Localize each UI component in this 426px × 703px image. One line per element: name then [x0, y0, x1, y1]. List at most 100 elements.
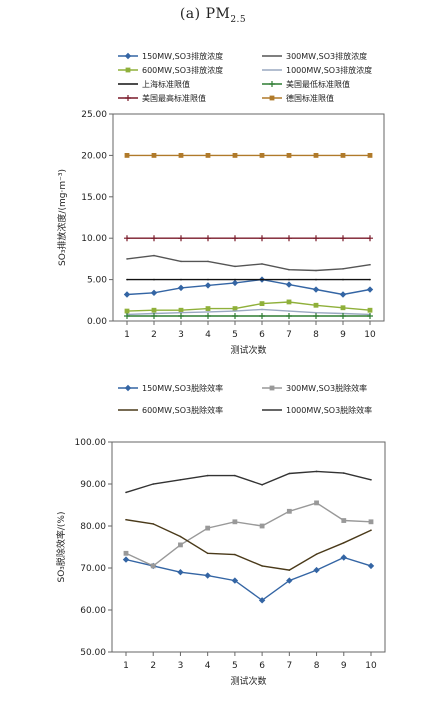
data-point — [367, 562, 375, 570]
data-point — [205, 153, 211, 158]
data-point — [232, 153, 238, 158]
data-point — [151, 313, 157, 320]
series — [126, 254, 371, 272]
data-point — [180, 260, 182, 263]
series-line — [126, 278, 371, 296]
data-point — [123, 550, 129, 556]
data-point — [288, 278, 290, 281]
data-point — [261, 484, 263, 486]
series-line — [125, 556, 372, 602]
data-point — [150, 289, 158, 297]
y-tick-label: 0.00 — [87, 317, 107, 327]
data-point — [259, 523, 265, 529]
legend-label: 美国最低标准限值 — [286, 79, 350, 89]
data-point — [125, 491, 127, 494]
data-point — [340, 554, 347, 561]
series — [124, 153, 373, 158]
data-point — [313, 302, 319, 308]
data-point — [286, 235, 292, 242]
data-point — [124, 313, 130, 320]
x-tick-label: 9 — [341, 661, 347, 671]
data-point — [315, 269, 317, 272]
legend-label: 300MW,SO3脱除效率 — [286, 383, 367, 393]
data-point — [261, 278, 263, 281]
legend-label: 美国最高标准限值 — [142, 93, 206, 103]
legend-marker — [125, 95, 131, 101]
data-point — [206, 474, 209, 477]
legend: 150MW,SO3脱除效率 300MW,SO3脱除效率 600MW,SO3脱除效率 1… — [118, 383, 372, 415]
data-point — [261, 263, 263, 265]
data-point — [259, 235, 265, 242]
data-point — [340, 235, 346, 242]
legend-item: 150MW,SO3排放浓度 — [118, 51, 223, 61]
data-point — [339, 291, 347, 298]
x-tick-label: 2 — [151, 330, 157, 340]
legend-marker — [125, 67, 131, 73]
y-tick-label: 10.00 — [81, 234, 107, 244]
data-point — [312, 286, 320, 293]
legend-label: 300MW,SO3排放浓度 — [286, 51, 367, 61]
y-tick-label: 70.00 — [80, 564, 106, 574]
data-point — [342, 542, 345, 544]
data-point — [124, 235, 130, 242]
legend-label: 150MW,SO3排放浓度 — [142, 51, 223, 61]
data-point — [234, 474, 236, 477]
data-point — [179, 535, 182, 538]
data-point — [232, 235, 238, 242]
data-point — [205, 306, 211, 311]
data-point — [124, 153, 130, 158]
data-point — [315, 470, 318, 473]
data-point — [313, 235, 319, 242]
plot-area-frame — [111, 441, 386, 653]
y-tick-label: 15.00 — [81, 193, 107, 203]
data-point — [313, 313, 319, 320]
data-point — [206, 552, 209, 555]
legend-item: 600MW,SO3排放浓度 — [118, 65, 223, 75]
data-point — [288, 310, 290, 312]
legend-label: 1000MW,SO3排放浓度 — [286, 65, 372, 75]
data-point — [340, 153, 346, 158]
series-line — [126, 254, 371, 272]
data-point — [259, 153, 265, 158]
legend-item: 300MW,SO3排放浓度 — [262, 51, 367, 61]
legend-label: 1000MW,SO3脱除效率 — [286, 405, 372, 415]
x-axis: 1 2 3 4 5 6 7 8 9 10 — [124, 321, 376, 340]
series-line — [125, 470, 372, 494]
x-axis-title: 测试次数 — [230, 675, 266, 687]
data-point — [178, 313, 184, 320]
chart-so3-emission: 150MW,SO3排放浓度 300MW,SO3排放浓度 600MW,SO3排放浓度 1… — [0, 40, 426, 370]
data-point — [126, 278, 128, 281]
x-tick-label: 4 — [205, 661, 211, 671]
legend-label: 上海标准限值 — [142, 79, 190, 89]
legend-label: 德国标准限值 — [286, 93, 334, 103]
data-point — [153, 254, 155, 257]
data-point — [204, 282, 212, 289]
title-subscript: 2.5 — [230, 14, 247, 25]
data-point — [369, 263, 371, 266]
legend-marker — [124, 384, 132, 392]
data-point — [367, 313, 373, 320]
data-point — [341, 518, 347, 523]
data-point — [231, 279, 239, 287]
x-tick-label: 6 — [259, 330, 265, 340]
data-point — [314, 500, 319, 506]
data-point — [342, 278, 344, 281]
data-point — [207, 260, 209, 263]
y-tick-label: 100.00 — [75, 438, 107, 448]
data-point — [286, 153, 292, 158]
data-point — [315, 553, 318, 555]
data-point — [232, 313, 238, 320]
legend-marker — [269, 385, 275, 391]
x-tick-label: 7 — [286, 661, 292, 671]
data-point — [207, 311, 209, 313]
legend-item: 1000MW,SO3脱除效率 — [262, 405, 372, 415]
data-point — [178, 542, 183, 548]
data-point — [286, 508, 292, 514]
x-tick-label: 5 — [232, 661, 238, 671]
data-point — [151, 235, 157, 242]
data-point — [313, 566, 320, 574]
data-point — [366, 286, 374, 293]
series — [124, 299, 373, 314]
y-tick-label: 80.00 — [80, 522, 106, 532]
y-axis: 0.00 5.00 10.00 15.00 20.00 25.00 — [81, 110, 113, 327]
